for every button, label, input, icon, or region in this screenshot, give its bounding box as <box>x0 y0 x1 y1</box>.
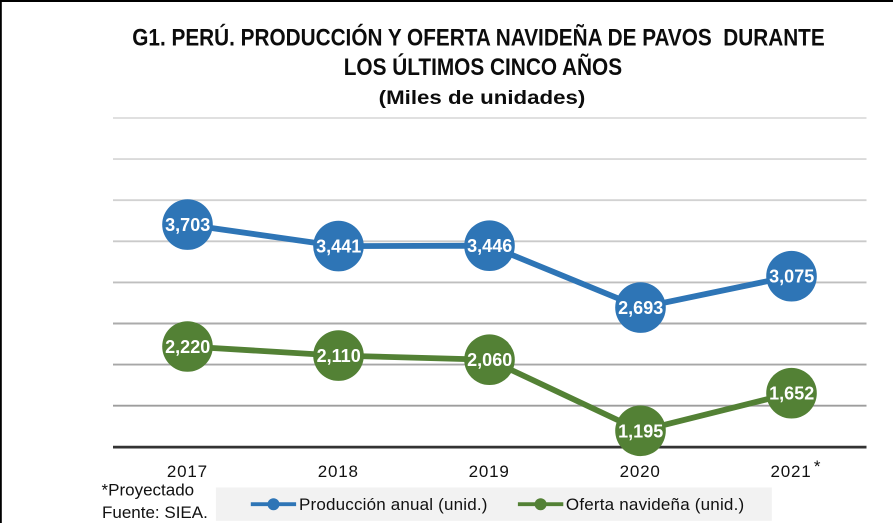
svg-text:1,652: 1,652 <box>769 384 814 404</box>
svg-text:Fuente: SIEA.: Fuente: SIEA. <box>102 503 208 522</box>
svg-text:Oferta navideña (unid.): Oferta navideña (unid.) <box>566 495 744 514</box>
svg-text:Producción anual (unid.): Producción anual (unid.) <box>299 495 488 514</box>
svg-text:2,110: 2,110 <box>317 346 361 366</box>
svg-text:2019: 2019 <box>469 462 510 481</box>
svg-text:(Miles de unidades): (Miles de unidades) <box>379 87 586 109</box>
svg-text:2,693: 2,693 <box>618 298 663 318</box>
svg-text:2020: 2020 <box>620 462 661 481</box>
svg-text:1,195: 1,195 <box>618 421 663 441</box>
svg-text:2017: 2017 <box>167 462 208 481</box>
svg-text:3,075: 3,075 <box>769 267 814 287</box>
svg-text:*: * <box>814 457 821 476</box>
svg-text:2018: 2018 <box>318 462 359 481</box>
svg-text:2,220: 2,220 <box>165 337 210 357</box>
svg-text:2021: 2021 <box>770 462 811 481</box>
svg-text:*Proyectado: *Proyectado <box>102 480 195 499</box>
svg-text:2,060: 2,060 <box>467 350 512 370</box>
svg-text:3,446: 3,446 <box>467 236 512 256</box>
svg-text:LOS ÚLTIMOS CINCO AÑOS: LOS ÚLTIMOS CINCO AÑOS <box>344 53 622 81</box>
svg-text:3,441: 3,441 <box>316 237 361 257</box>
svg-text:G1. PERÚ. PRODUCCIÓN Y OFERTA: G1. PERÚ. PRODUCCIÓN Y OFERTA NAVIDEÑA D… <box>132 24 824 52</box>
svg-text:3,703: 3,703 <box>165 215 210 235</box>
